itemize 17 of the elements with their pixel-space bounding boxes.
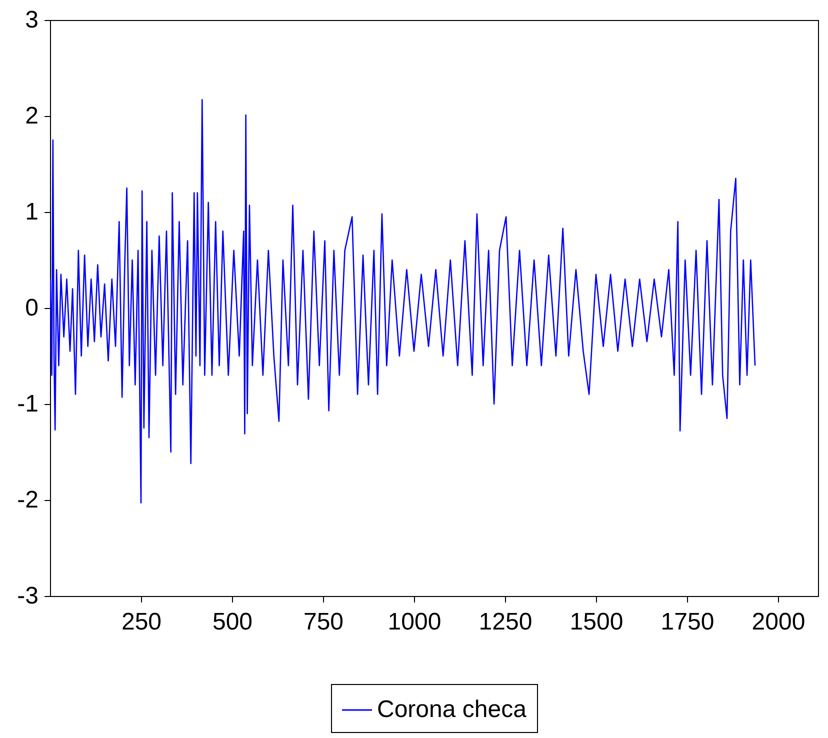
x-tick-label: 1750 xyxy=(660,608,714,636)
x-tick-label: 250 xyxy=(121,608,162,636)
x-tick-label: 2000 xyxy=(752,608,806,636)
x-tick-label: 1250 xyxy=(478,608,532,636)
y-tick-label: -2 xyxy=(17,486,38,514)
x-tick-label: 500 xyxy=(212,608,253,636)
legend-label: Corona checa xyxy=(377,696,528,723)
y-tick-label: 3 xyxy=(25,6,38,34)
x-tick-label: 750 xyxy=(303,608,344,636)
y-tick-label: -3 xyxy=(17,582,38,610)
x-tick-label: 1500 xyxy=(570,608,624,636)
y-tick-label: -1 xyxy=(17,390,38,418)
line-series xyxy=(50,99,756,504)
y-tick-label: 2 xyxy=(25,102,38,130)
y-tick-label: 0 xyxy=(25,294,38,322)
y-tick-label: 1 xyxy=(25,198,38,226)
x-tick-label: 1000 xyxy=(388,608,442,636)
